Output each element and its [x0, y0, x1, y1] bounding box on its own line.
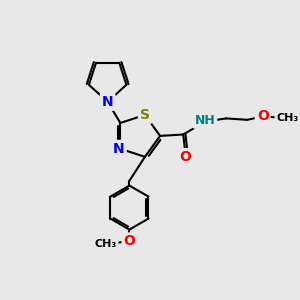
Text: O: O	[124, 234, 135, 248]
Text: O: O	[257, 110, 269, 123]
Text: CH₃: CH₃	[94, 239, 117, 249]
Text: S: S	[140, 108, 150, 122]
Text: O: O	[180, 150, 191, 164]
Text: CH₃: CH₃	[276, 113, 298, 123]
Text: N: N	[113, 142, 125, 156]
Text: N: N	[102, 95, 113, 109]
Text: NH: NH	[195, 114, 215, 127]
